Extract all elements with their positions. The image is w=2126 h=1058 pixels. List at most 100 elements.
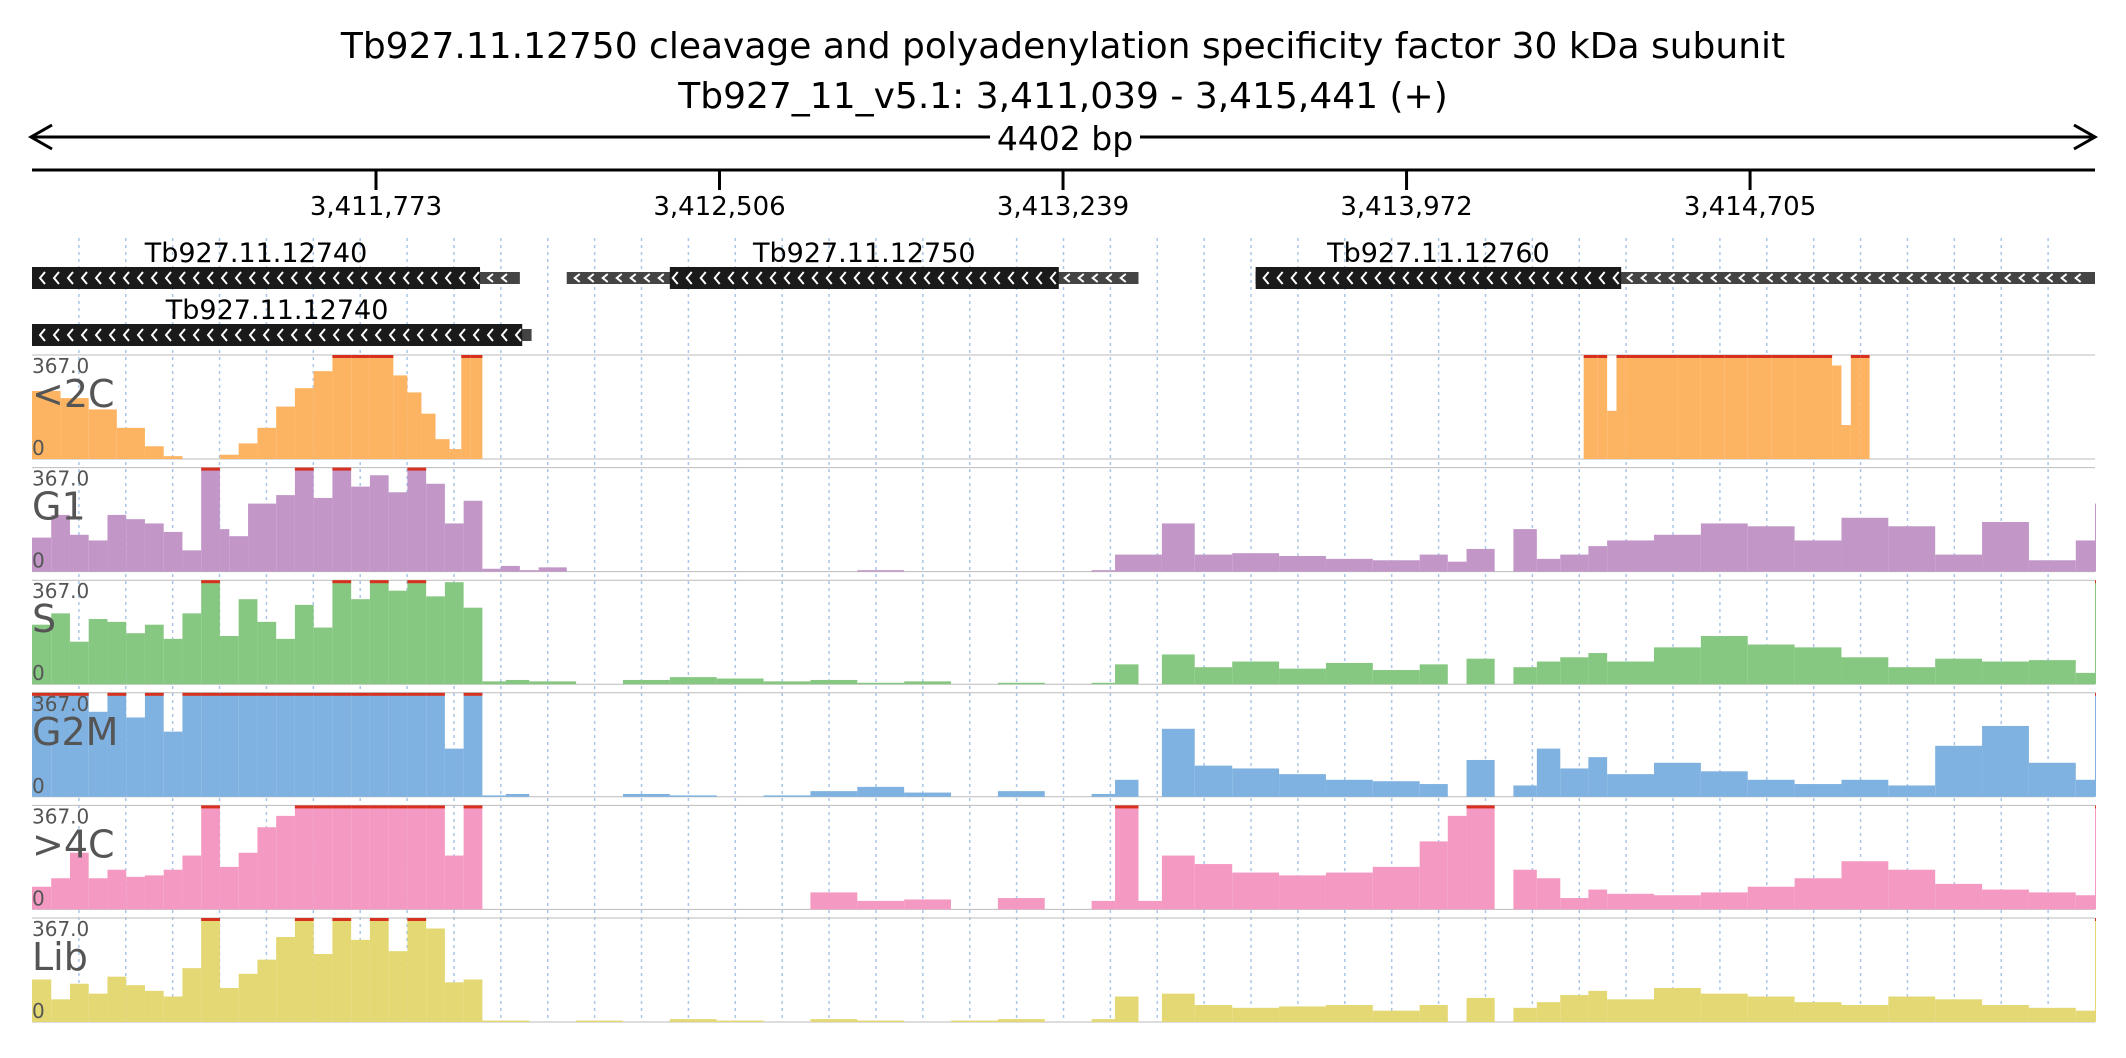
strand-arrow: [1486, 271, 1494, 285]
coverage-bar: [1747, 996, 1795, 1022]
coverage-bar: [1232, 768, 1280, 797]
coverage-bar: [1935, 658, 1983, 685]
clip-marker: [332, 918, 352, 921]
strand-arrow: [1035, 271, 1043, 285]
coverage-bar: [470, 355, 483, 459]
coverage-bar: [32, 537, 52, 572]
strand-arrow: [1105, 273, 1113, 283]
coverage-bar: [219, 454, 239, 459]
clip-marker: [1724, 355, 1748, 358]
strand-arrow: [1864, 273, 1872, 283]
coverage-bar: [1700, 636, 1748, 685]
coverage-bar: [1794, 784, 1842, 797]
track-scale-max: 367.0: [32, 917, 89, 941]
strand-arrow: [811, 271, 819, 285]
strand-arrow: [38, 328, 46, 342]
strand-arrow: [1360, 271, 1368, 285]
coverage-bar: [426, 928, 445, 1022]
coverage-bar: [1560, 995, 1589, 1022]
strand-arrow: [769, 271, 777, 285]
strand-arrow: [472, 328, 480, 342]
strand-arrow: [1416, 271, 1424, 285]
coverage-bar: [126, 876, 145, 910]
clip-marker: [407, 805, 427, 809]
strand-arrow: [1077, 273, 1085, 283]
coverage-bar: [313, 692, 333, 797]
coverage-bar: [904, 899, 952, 910]
strand-arrow: [1668, 273, 1676, 283]
clip-marker: [388, 692, 408, 696]
strand-arrow: [234, 271, 242, 285]
strand-arrow: [94, 271, 102, 285]
clip-marker: [426, 692, 445, 696]
coverage-bar: [622, 793, 670, 797]
clip-marker: [1616, 355, 1626, 358]
strand-arrow: [2060, 273, 2068, 283]
clip-marker: [332, 580, 352, 584]
coverage-bar: [388, 805, 408, 910]
coverage-bar: [69, 534, 89, 572]
clip-marker: [332, 467, 352, 471]
coverage-bar: [257, 621, 277, 685]
coverage-bar: [163, 869, 183, 910]
coverage-bar: [1700, 993, 1748, 1022]
coverage-bar: [1161, 728, 1195, 797]
strand-arrow: [136, 328, 144, 342]
strand-arrow: [755, 271, 763, 285]
coverage-bar: [2028, 892, 2076, 910]
coverage-bar: [1607, 410, 1617, 459]
strand-arrow: [136, 271, 144, 285]
coverage-bar: [313, 497, 333, 572]
coverage-bar: [369, 692, 389, 797]
coverage-bar: [857, 570, 905, 572]
coverage-bar: [182, 692, 202, 797]
tick-label: 3,412,506: [653, 192, 785, 222]
clip-marker: [2095, 580, 2096, 584]
coverage-bar: [1279, 668, 1326, 685]
strand-arrow: [1934, 273, 1942, 283]
coverage-bar: [2075, 540, 2095, 572]
coverage-bar: [763, 795, 811, 797]
strand-arrow: [1346, 271, 1354, 285]
coverage-bar: [276, 495, 295, 572]
clip-marker: [219, 692, 239, 696]
strand-arrow: [1262, 271, 1270, 285]
coverage-bar: [1372, 781, 1420, 797]
coverage-bar: [1115, 554, 1139, 572]
coverage-bar: [294, 918, 314, 1022]
coverage-bar: [1115, 996, 1139, 1022]
clip-marker: [2095, 692, 2096, 696]
coverage-bar: [1372, 560, 1420, 572]
coverage-bar: [219, 692, 239, 797]
coverage-bar: [1982, 725, 2029, 797]
strand-arrow: [1822, 273, 1830, 283]
coverage-bar: [238, 599, 258, 685]
coverage-bar: [426, 805, 445, 910]
strand-arrow: [178, 271, 186, 285]
strand-arrow: [38, 271, 46, 285]
coverage-bar: [107, 692, 127, 797]
coverage-bar: [1161, 654, 1195, 685]
strand-arrow: [514, 328, 522, 342]
strand-arrow: [895, 271, 903, 285]
coverage-bar: [313, 627, 333, 685]
coverage-bar: [426, 596, 445, 685]
track-scale-zero: 0: [32, 549, 45, 573]
coverage-bar: [1091, 682, 1116, 685]
coverage-bar: [1818, 355, 1833, 459]
coverage-bar: [393, 375, 408, 459]
coverage-bar: [1447, 561, 1467, 572]
coverage-bar: [1513, 869, 1537, 910]
strand-arrow: [150, 328, 158, 342]
strand-arrow: [1710, 273, 1718, 283]
strand-arrow: [1794, 273, 1802, 283]
coverage-bar: [1935, 554, 1983, 572]
coverage-bar: [1588, 757, 1608, 797]
strand-arrow: [1962, 273, 1970, 283]
coverage-bar: [2095, 918, 2096, 1022]
coverage-bar: [369, 805, 389, 910]
coverage-bar: [1982, 522, 2029, 572]
coverage-bar: [257, 692, 277, 797]
coverage-bar: [32, 624, 52, 685]
coverage-bar: [576, 1020, 623, 1022]
